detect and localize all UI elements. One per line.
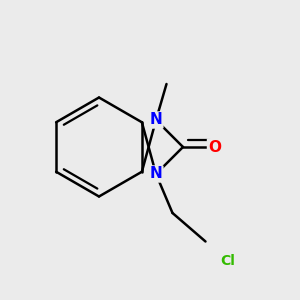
Text: N: N: [150, 112, 162, 128]
Text: Cl: Cl: [220, 254, 236, 268]
Text: O: O: [208, 140, 221, 154]
Text: N: N: [150, 167, 162, 182]
